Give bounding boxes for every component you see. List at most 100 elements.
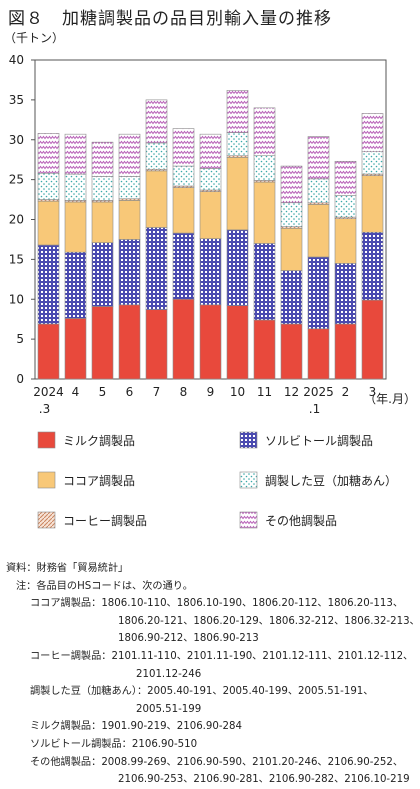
legend-label-3: コーヒー調製品 [63,514,147,528]
x-axis-unit-label: （年.月） [364,392,416,406]
legend-swatch-0 [37,431,56,449]
bar-segment-0-1 [64,318,87,380]
note-item-label: 調製した豆（加糖あん）：2005.40-191、2005.40-199、2005… [30,686,374,698]
legend-label-2: ココア調製品 [63,474,135,488]
bar-segment-4-9 [280,202,303,227]
bar-segment-4-5 [172,165,195,187]
bar-segment-1-5 [172,232,195,300]
bar-segment-2-8 [253,181,276,244]
note-item: ミルク調製品：1901.90-219、2106.90-284 [6,718,418,736]
note-item-line: 2101.12-246 [136,668,202,680]
note-item-label: ココア調製品：1806.10-110、1806.10-190、1806.20-1… [30,598,404,610]
bar-segment-4-1 [64,173,87,201]
note-item-label: コーヒー調製品：2101.11-110、2101.11-190、2101.12-… [30,650,414,662]
chart-title: 図８ 加糖調製品の品目別輸入量の推移 [8,9,332,29]
bar-segment-1-10 [307,256,330,330]
y-tick-label: 0 [16,372,24,386]
note-item-label: その他調製品：2008.99-269、2106.90-590、2101.20-2… [30,756,404,768]
bar-segment-4-6 [199,168,222,191]
y-tick-label: 40 [9,53,24,67]
bar-segment-2-4 [145,170,168,228]
bar-segment-0-4 [145,309,168,380]
bar-segment-0-7 [226,305,249,380]
legend-label-0: ミルク調製品 [63,434,135,448]
x-tick-label: 6 [126,385,134,399]
note-item: その他調製品：2008.99-269、2106.90-590、2101.20-2… [6,754,418,789]
legend-label-5: その他調製品 [265,514,337,528]
bar-segment-4-12 [361,151,384,175]
bar-segment-4-2 [91,176,114,201]
legend-label-1: ソルビトール調製品 [265,434,373,448]
notes: 資料：財務省「貿易統計」 注：各品目のHSコードは、次の通り。 ココア調製品：1… [6,560,420,789]
bar-segment-1-12 [361,231,384,301]
note-item: ソルビトール調製品：2106.90-510 [6,736,418,754]
legend-label-4: 調製した豆（加糖あん） [265,473,397,488]
bar-segment-5-5 [172,128,195,167]
x-tick-label: 3 [369,385,377,399]
legend-swatch-3 [37,511,56,529]
note-item: コーヒー調製品：2101.11-110、2101.11-190、2101.12-… [6,648,418,683]
x-tick-sublabel: .3 [39,402,50,416]
legend-swatch-2 [37,471,56,489]
bar-segment-5-8 [253,107,276,156]
note-item-line: 2005.51-199 [136,703,202,715]
bar-segment-2-9 [280,227,303,271]
bar-segment-1-9 [280,270,303,325]
note-item-line: 1806.20-121、1806.20-129、1806.32-212、1806… [118,615,420,627]
bar-segment-2-2 [91,201,114,243]
legend-swatch-1 [239,431,258,449]
bar-segment-0-10 [307,328,330,380]
bar-segment-2-3 [118,200,141,240]
bar-segment-0-9 [280,323,303,380]
bar-segment-0-2 [91,306,114,380]
y-tick-label: 10 [9,292,24,306]
bar-segment-5-11 [334,160,357,196]
x-tick-label: 12 [284,385,299,399]
bar-segment-5-9 [280,165,303,204]
bar-segment-4-0 [37,172,60,200]
bar-segment-2-10 [307,204,330,258]
bar-segment-2-12 [361,175,384,233]
y-tick-label: 30 [9,133,24,147]
bar-segment-1-7 [226,229,249,306]
bar-segment-2-0 [37,200,60,246]
x-tick-label: 8 [180,385,188,399]
bar-segment-4-11 [334,195,357,218]
note-item: ココア調製品：1806.10-110、1806.10-190、1806.20-1… [6,595,420,648]
bar-segment-2-5 [172,187,195,234]
bar-segment-1-1 [64,251,87,319]
bar-segment-1-2 [91,242,114,307]
bar-segment-0-12 [361,299,384,380]
bar-segment-4-8 [253,155,276,181]
y-axis-unit-label: （千トン） [4,31,64,45]
x-tick-label: 4 [72,385,80,399]
bar-segment-2-6 [199,191,222,239]
bar-segment-0-6 [199,304,222,380]
note-item-line: 2106.90-253、2106.90-281、2106.90-282、2106… [118,774,410,786]
note-item: 調製した豆（加糖あん）：2005.40-191、2005.40-199、2005… [6,683,418,718]
source-note: 資料：財務省「貿易統計」 [6,563,129,574]
bar-segment-1-11 [334,263,357,325]
bar-segment-4-3 [118,176,141,200]
bar-segment-0-3 [118,304,141,380]
x-tick-label: 5 [99,385,107,399]
x-tick-sublabel: .1 [309,402,320,416]
x-tick-label: 10 [230,385,245,399]
bar-segment-5-7 [226,90,249,133]
bar-segment-1-0 [37,244,60,325]
bar-segment-5-6 [199,133,222,169]
bar-segment-1-3 [118,239,141,306]
bar-segment-5-0 [37,133,60,174]
bar-segment-2-7 [226,156,249,231]
y-tick-label: 35 [9,93,24,107]
x-tick-label: 2024 [33,385,64,399]
x-tick-label: 11 [257,385,272,399]
bar-segment-5-3 [118,133,141,177]
note-item-line: 1806.90-212、1806.90-213 [118,633,259,645]
y-tick-label: 25 [9,173,24,187]
x-tick-label: 2025 [303,385,334,399]
legend-swatch-5 [239,511,258,529]
bar-segment-5-2 [91,141,114,177]
x-tick-label: 2 [342,385,350,399]
bar-segment-2-1 [64,201,87,253]
